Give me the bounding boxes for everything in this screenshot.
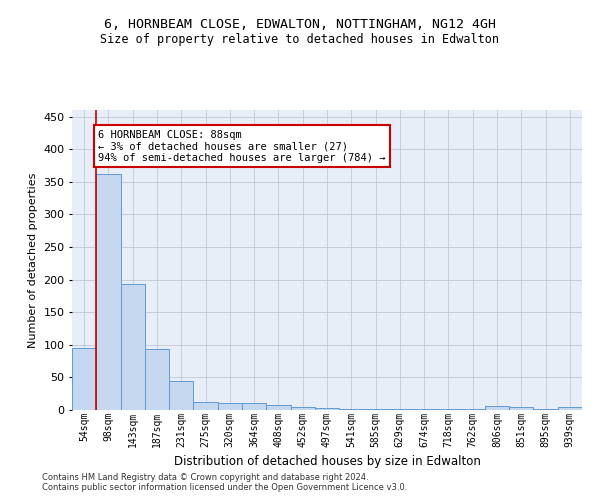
Bar xyxy=(169,380,193,410)
Bar xyxy=(315,408,339,410)
Text: Size of property relative to detached houses in Edwalton: Size of property relative to detached ho… xyxy=(101,32,499,46)
Bar xyxy=(145,348,169,410)
Bar xyxy=(485,406,509,410)
Bar xyxy=(193,402,218,410)
Bar xyxy=(72,348,96,410)
Y-axis label: Number of detached properties: Number of detached properties xyxy=(28,172,38,348)
Bar xyxy=(96,174,121,410)
Bar xyxy=(266,405,290,410)
Bar xyxy=(558,408,582,410)
Text: Contains HM Land Registry data © Crown copyright and database right 2024.: Contains HM Land Registry data © Crown c… xyxy=(42,474,368,482)
Text: Contains public sector information licensed under the Open Government Licence v3: Contains public sector information licen… xyxy=(42,484,407,492)
X-axis label: Distribution of detached houses by size in Edwalton: Distribution of detached houses by size … xyxy=(173,455,481,468)
Bar xyxy=(218,404,242,410)
Text: 6, HORNBEAM CLOSE, EDWALTON, NOTTINGHAM, NG12 4GH: 6, HORNBEAM CLOSE, EDWALTON, NOTTINGHAM,… xyxy=(104,18,496,30)
Bar xyxy=(242,404,266,410)
Bar xyxy=(339,408,364,410)
Bar xyxy=(121,284,145,410)
Bar xyxy=(290,406,315,410)
Bar xyxy=(509,406,533,410)
Bar xyxy=(388,408,412,410)
Bar xyxy=(364,408,388,410)
Text: 6 HORNBEAM CLOSE: 88sqm
← 3% of detached houses are smaller (27)
94% of semi-det: 6 HORNBEAM CLOSE: 88sqm ← 3% of detached… xyxy=(98,130,386,163)
